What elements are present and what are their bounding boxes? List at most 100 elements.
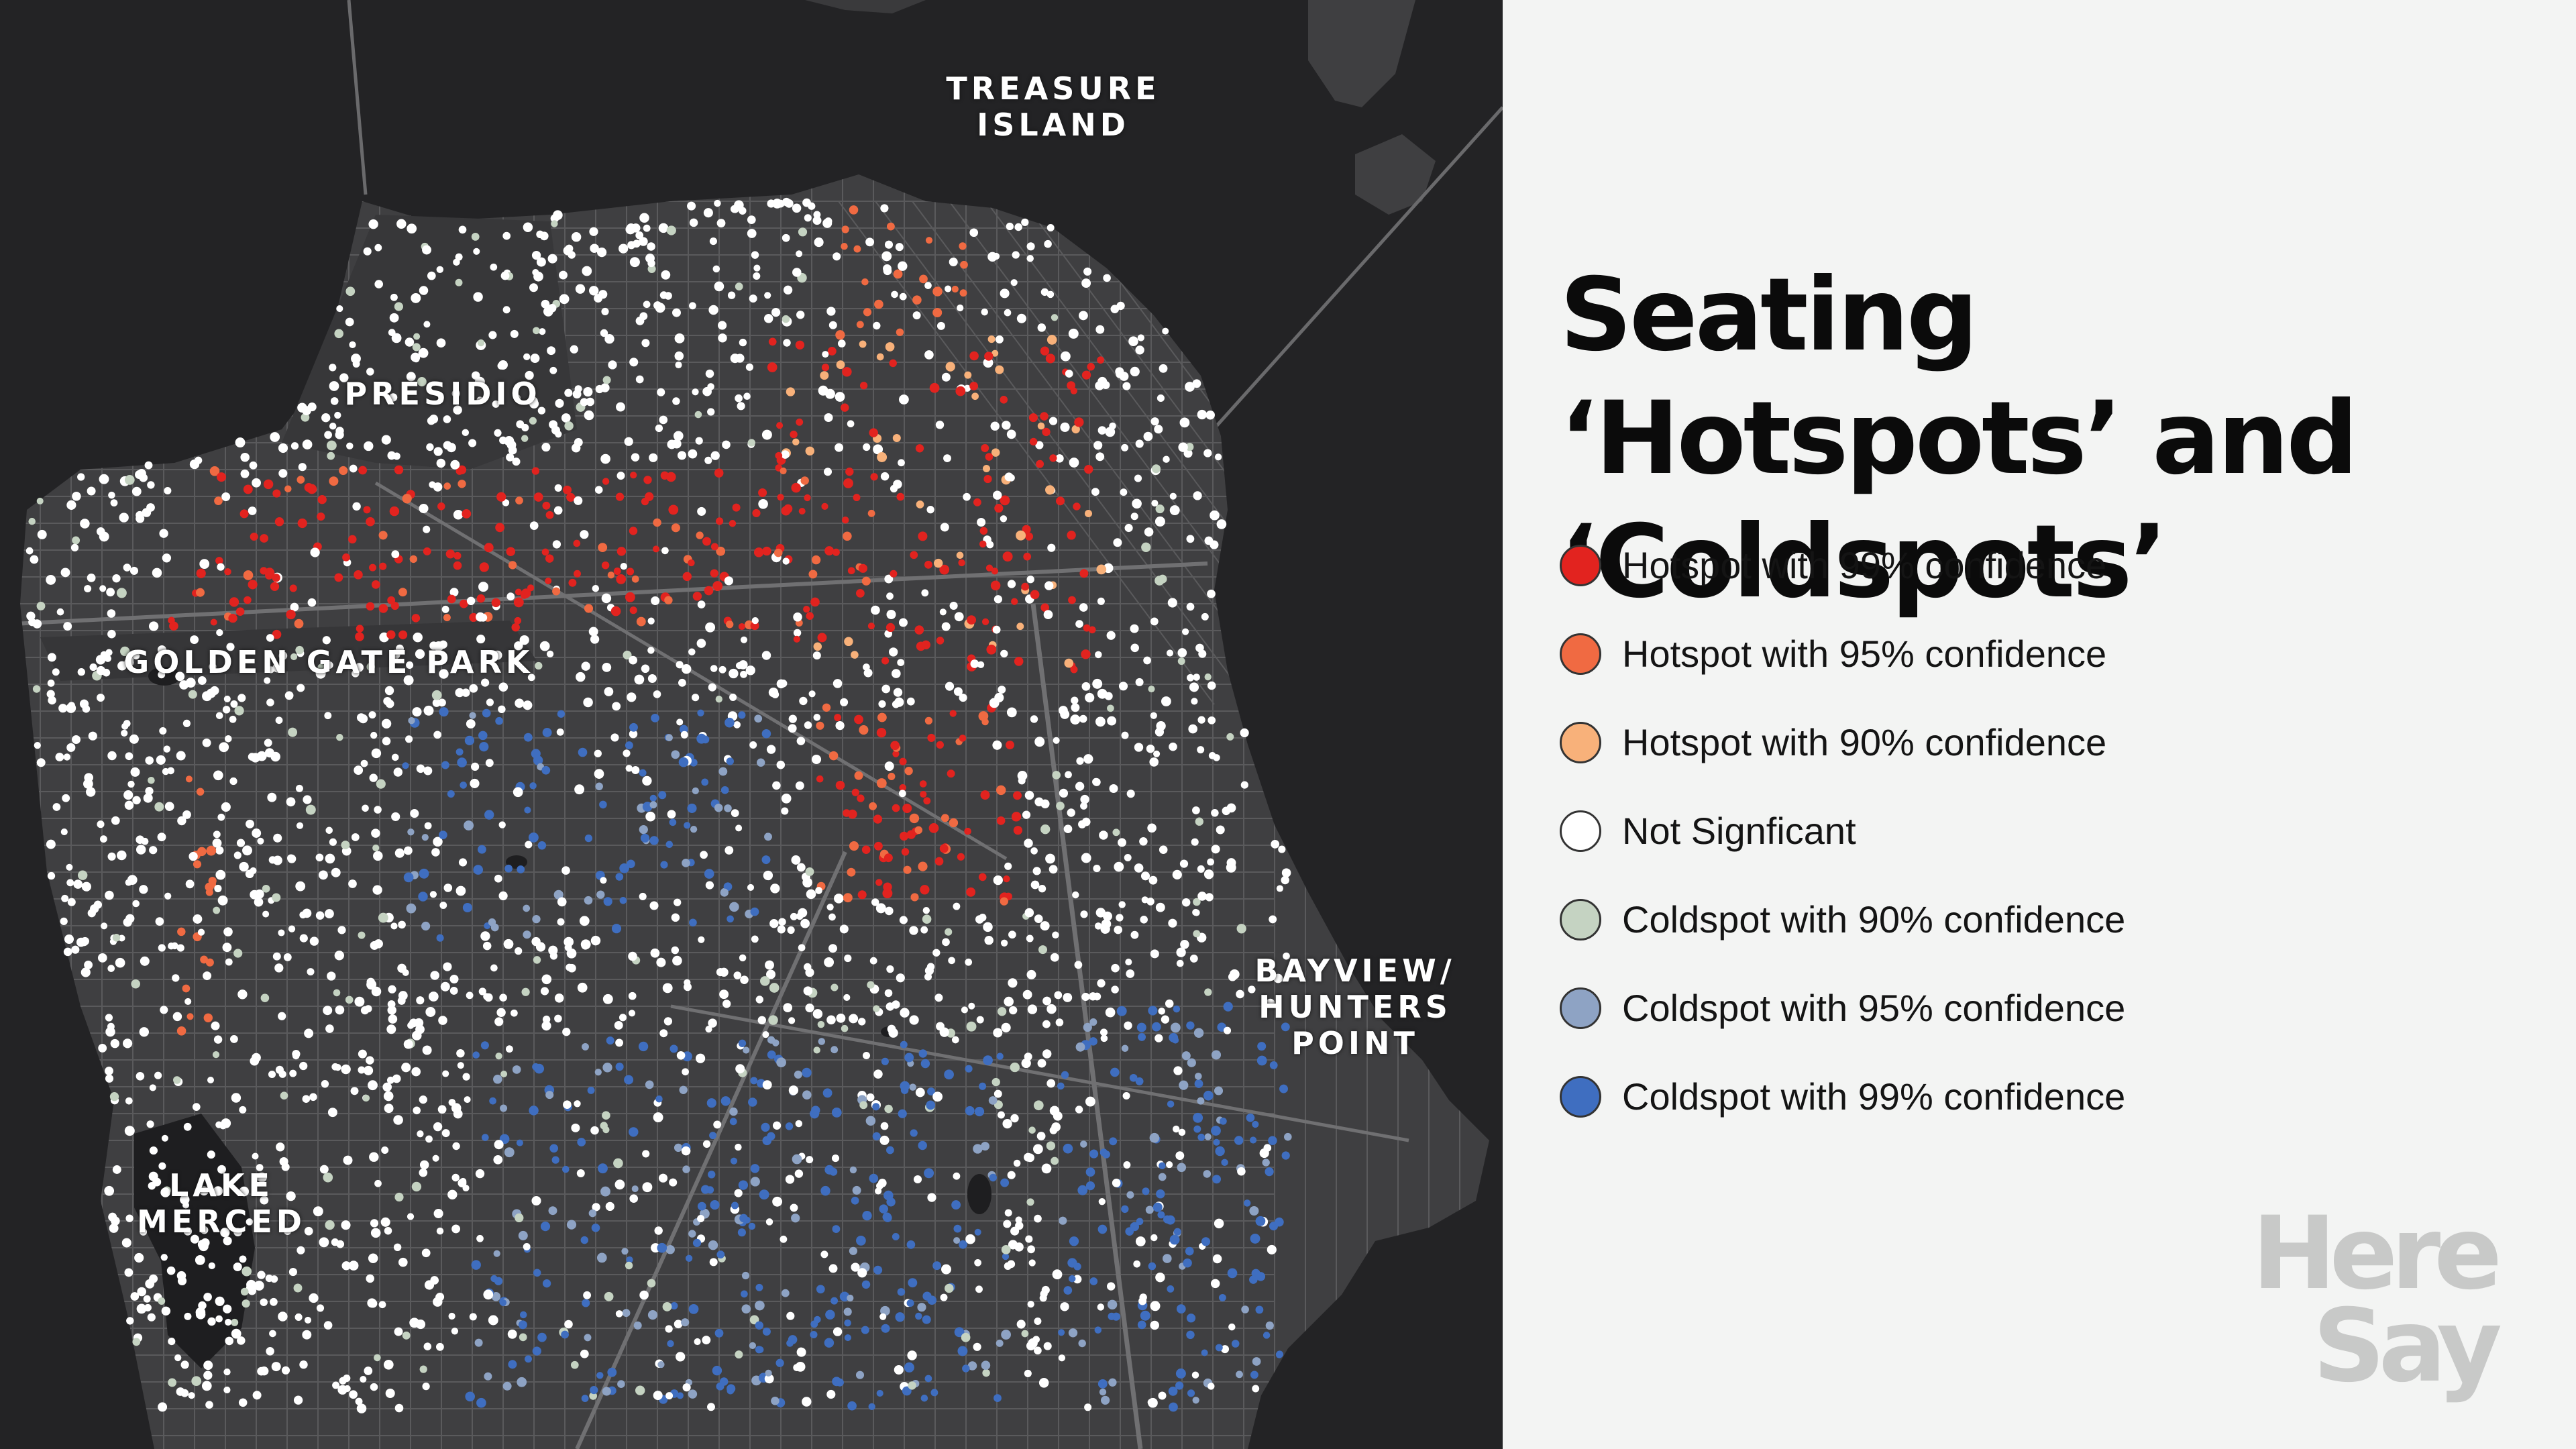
seating-dot bbox=[1135, 1236, 1146, 1246]
seating-dot bbox=[761, 429, 772, 440]
seating-dot bbox=[540, 1222, 551, 1232]
seating-dot bbox=[817, 633, 827, 643]
seating-dot bbox=[596, 247, 607, 258]
seating-dot bbox=[1207, 858, 1214, 866]
seating-dot bbox=[489, 1097, 496, 1105]
seating-dot bbox=[201, 1238, 210, 1248]
seating-dot bbox=[294, 1313, 303, 1321]
seating-dot bbox=[602, 376, 611, 384]
map-canvas[interactable] bbox=[0, 0, 1503, 1449]
seating-dot bbox=[1059, 788, 1069, 798]
seating-dot bbox=[109, 1223, 119, 1233]
seating-dot bbox=[423, 525, 431, 533]
seating-dot bbox=[844, 1334, 851, 1342]
seating-dot bbox=[417, 377, 427, 386]
seating-dot bbox=[629, 1127, 639, 1137]
seating-dot bbox=[549, 1144, 559, 1153]
seating-dot bbox=[443, 482, 451, 490]
seating-dot bbox=[1148, 1006, 1158, 1016]
seating-dot bbox=[1055, 1018, 1064, 1026]
seating-dot bbox=[430, 971, 439, 980]
seating-dot bbox=[449, 588, 459, 597]
seating-dot bbox=[378, 912, 388, 923]
seating-dot bbox=[419, 868, 429, 879]
map-panel[interactable]: TREASURE ISLAND PRESIDIO GOLDEN GATE PAR… bbox=[0, 0, 1503, 1449]
seating-dot bbox=[494, 874, 502, 883]
seating-dot bbox=[484, 1372, 492, 1381]
seating-dot bbox=[826, 307, 836, 316]
seating-dot bbox=[764, 292, 771, 299]
seating-dot bbox=[886, 592, 894, 600]
seating-dot bbox=[708, 305, 718, 315]
seating-dot bbox=[714, 281, 724, 292]
seating-dot bbox=[1134, 474, 1142, 482]
seating-dot bbox=[1058, 1329, 1065, 1336]
seating-dot bbox=[1072, 891, 1079, 899]
seating-dot bbox=[500, 1104, 508, 1112]
seating-dot bbox=[363, 506, 371, 514]
seating-dot bbox=[1095, 716, 1106, 727]
seating-dot bbox=[912, 311, 921, 320]
seating-dot bbox=[700, 1185, 710, 1194]
seating-dot bbox=[240, 1287, 249, 1296]
seating-dot bbox=[679, 1085, 688, 1094]
seating-dot bbox=[581, 1395, 589, 1403]
seating-dot bbox=[861, 845, 871, 855]
seating-dot bbox=[892, 804, 900, 812]
seating-dot bbox=[488, 331, 497, 339]
seating-dot bbox=[890, 570, 898, 578]
seating-dot bbox=[335, 430, 344, 439]
seating-dot bbox=[407, 1213, 415, 1220]
seating-dot bbox=[176, 751, 186, 761]
seating-dot bbox=[594, 749, 602, 757]
seating-dot bbox=[418, 892, 428, 902]
seating-dot bbox=[562, 1165, 570, 1173]
seating-dot bbox=[1080, 1140, 1087, 1148]
seating-dot bbox=[639, 824, 648, 835]
seating-dot bbox=[215, 1121, 223, 1128]
seating-dot bbox=[67, 898, 76, 906]
seating-dot bbox=[580, 1349, 589, 1358]
seating-dot bbox=[612, 702, 621, 711]
seating-dot bbox=[844, 954, 852, 963]
seating-dot bbox=[436, 266, 444, 274]
seating-dot bbox=[325, 661, 333, 669]
seating-dot bbox=[712, 581, 723, 591]
seating-dot bbox=[979, 540, 987, 548]
seating-dot bbox=[240, 469, 250, 478]
seating-dot bbox=[583, 697, 593, 708]
seating-dot bbox=[831, 1108, 842, 1118]
seating-dot bbox=[159, 529, 168, 538]
seating-dot bbox=[1156, 1189, 1165, 1199]
seating-dot bbox=[1193, 674, 1200, 681]
seating-dot bbox=[469, 1313, 477, 1321]
seating-dot bbox=[873, 1069, 883, 1079]
seating-dot bbox=[382, 737, 391, 746]
seating-dot bbox=[1138, 1032, 1146, 1041]
seating-dot bbox=[273, 833, 282, 843]
seating-dot bbox=[1181, 898, 1191, 907]
seating-dot bbox=[590, 244, 599, 253]
seating-dot bbox=[451, 1328, 459, 1335]
seating-dot bbox=[639, 769, 647, 777]
seating-dot bbox=[478, 731, 488, 741]
seating-dot bbox=[649, 794, 657, 802]
seating-dot bbox=[435, 1292, 445, 1301]
seating-dot bbox=[215, 869, 226, 880]
seating-dot bbox=[1089, 1018, 1097, 1026]
seating-dot bbox=[1021, 1058, 1031, 1069]
seating-dot bbox=[478, 987, 486, 996]
seating-dot bbox=[671, 946, 680, 955]
seating-dot bbox=[521, 987, 530, 996]
seating-dot bbox=[1234, 1136, 1244, 1145]
legend-swatch-hot-90 bbox=[1560, 722, 1601, 763]
seating-dot bbox=[1222, 806, 1231, 816]
seating-dot bbox=[678, 678, 686, 687]
seating-dot bbox=[994, 595, 1003, 604]
seating-dot bbox=[336, 733, 343, 741]
seating-dot bbox=[909, 1083, 916, 1091]
seating-dot bbox=[893, 480, 902, 489]
seating-dot bbox=[350, 1087, 359, 1095]
seating-dot bbox=[252, 1053, 261, 1063]
seating-dot bbox=[148, 621, 159, 631]
